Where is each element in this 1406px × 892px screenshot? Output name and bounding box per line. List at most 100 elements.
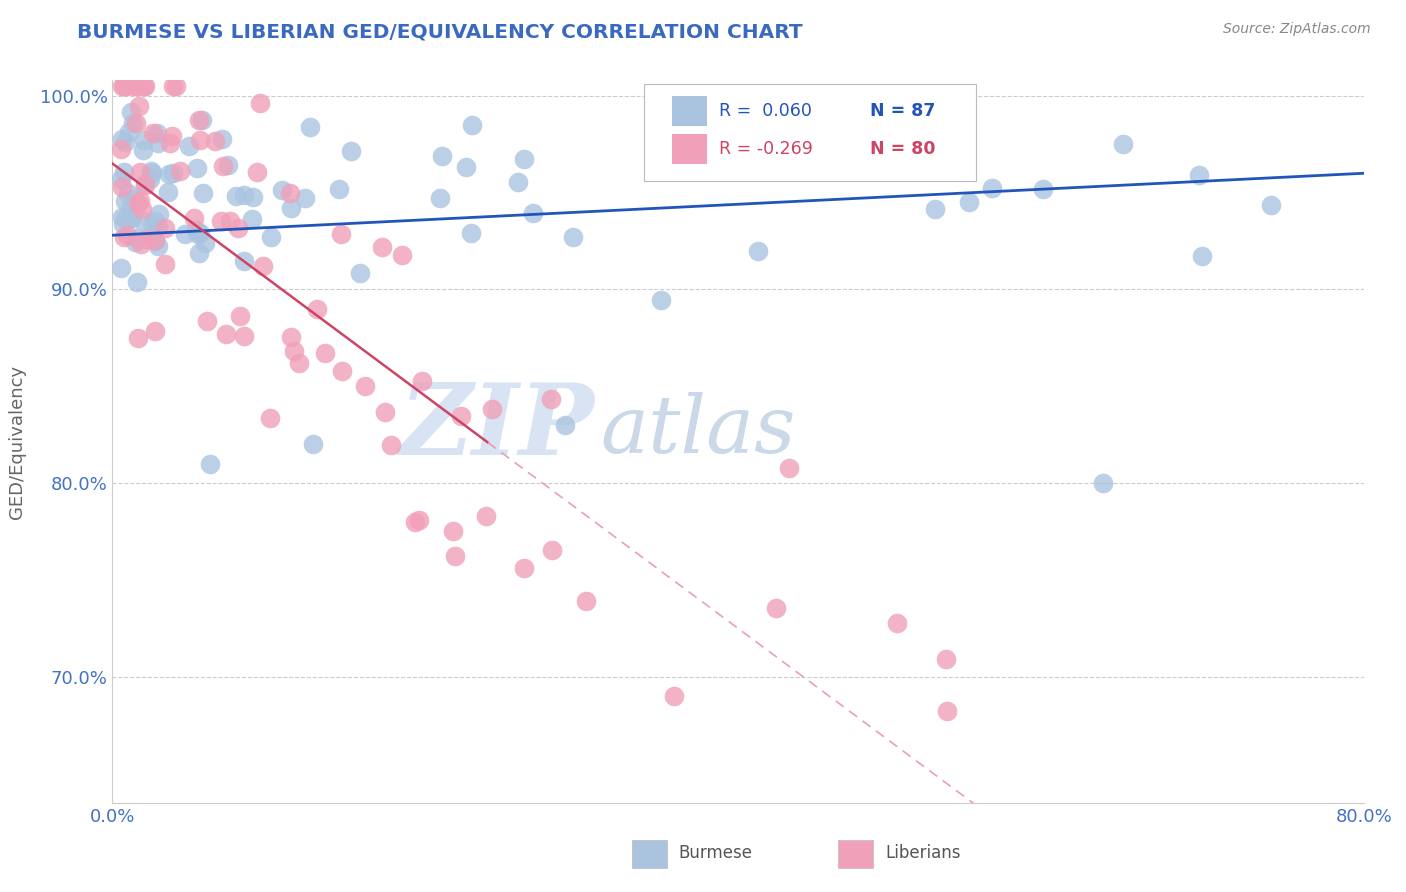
Point — [110, 172, 132, 186]
Point — [142, 127, 165, 141]
Point — [305, 301, 328, 316]
Point — [114, 79, 136, 94]
Point — [190, 133, 212, 147]
Text: N = 80: N = 80 — [869, 140, 935, 158]
Point — [217, 158, 239, 172]
Point — [242, 189, 264, 203]
Point — [132, 132, 155, 146]
Bar — [631, 840, 666, 868]
Point — [115, 228, 138, 243]
Point — [128, 165, 150, 179]
Point — [125, 231, 148, 245]
Point — [460, 226, 482, 240]
Point — [460, 119, 482, 133]
Point — [114, 79, 136, 94]
Point — [259, 410, 281, 425]
Point — [554, 418, 576, 433]
Point — [136, 232, 159, 246]
Point — [157, 186, 180, 200]
Point — [114, 194, 136, 208]
Text: ZIP: ZIP — [399, 379, 595, 475]
Point — [298, 120, 321, 135]
Point — [280, 330, 302, 344]
Point — [188, 226, 211, 240]
Point — [173, 227, 195, 241]
Point — [128, 99, 150, 113]
Point — [121, 211, 143, 225]
Point — [225, 189, 247, 203]
Point — [508, 175, 530, 189]
Point — [111, 79, 134, 94]
Point — [924, 202, 946, 216]
Point — [328, 181, 350, 195]
Text: BURMESE VS LIBERIAN GED/EQUIVALENCY CORRELATION CHART: BURMESE VS LIBERIAN GED/EQUIVALENCY CORR… — [77, 22, 803, 41]
Point — [249, 95, 271, 110]
Point — [198, 457, 221, 471]
Point — [131, 202, 153, 217]
Point — [204, 135, 226, 149]
Point — [374, 405, 396, 419]
Point — [391, 248, 413, 262]
Point — [226, 220, 249, 235]
Point — [153, 257, 176, 271]
Point — [157, 167, 180, 181]
Point — [141, 218, 163, 232]
Point — [371, 240, 394, 254]
Point — [765, 601, 787, 615]
Point — [179, 139, 201, 153]
Point — [183, 211, 205, 226]
Point — [1260, 197, 1282, 211]
Point — [1191, 249, 1213, 263]
Point — [219, 214, 242, 228]
Point — [283, 343, 305, 358]
Point — [404, 515, 426, 529]
Point — [114, 136, 136, 150]
Bar — [672, 134, 707, 164]
Point — [747, 244, 769, 258]
Point — [936, 704, 959, 718]
Point — [114, 211, 136, 226]
Point — [411, 375, 433, 389]
Point — [134, 79, 156, 94]
Point — [233, 253, 256, 268]
Point — [408, 513, 430, 527]
Point — [212, 159, 235, 173]
Point — [122, 116, 145, 130]
Point — [1111, 136, 1133, 151]
Point — [278, 186, 301, 200]
Point — [112, 79, 135, 94]
Point — [111, 132, 134, 146]
Point — [162, 128, 184, 143]
Point — [575, 594, 598, 608]
Point — [302, 437, 325, 451]
Point — [134, 79, 156, 94]
Point — [540, 392, 562, 406]
Point — [146, 126, 169, 140]
Point — [191, 112, 214, 127]
Text: Liberians: Liberians — [886, 845, 962, 863]
Point — [260, 229, 283, 244]
Point — [354, 379, 377, 393]
Point — [474, 509, 496, 524]
Point — [935, 652, 957, 666]
Point — [159, 136, 181, 150]
Point — [146, 219, 169, 234]
Point — [229, 310, 252, 324]
Text: Source: ZipAtlas.com: Source: ZipAtlas.com — [1223, 22, 1371, 37]
Point — [211, 214, 233, 228]
Point — [111, 180, 134, 194]
Point — [280, 202, 302, 216]
Point — [118, 125, 141, 139]
Point — [332, 364, 354, 378]
Point — [252, 259, 274, 273]
Point — [650, 293, 672, 307]
Point — [294, 191, 316, 205]
Point — [162, 166, 184, 180]
Point — [112, 165, 135, 179]
Point — [429, 191, 451, 205]
Point — [513, 561, 536, 575]
Point — [143, 214, 166, 228]
Point — [561, 229, 583, 244]
Point — [1091, 476, 1114, 491]
Point — [111, 210, 134, 224]
